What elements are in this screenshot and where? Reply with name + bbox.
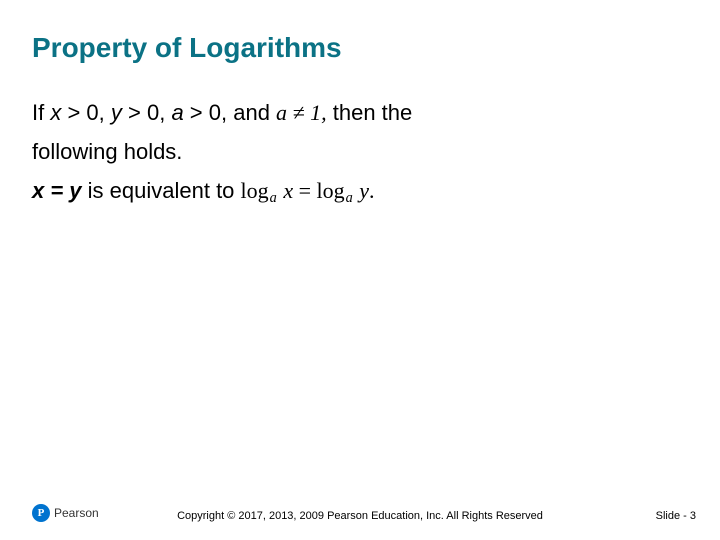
log-eq: = — [293, 178, 316, 203]
text-gt0-and: > 0, and — [184, 100, 276, 125]
text-following-holds: following holds. — [32, 139, 182, 164]
text-x-eq-y: x = y — [32, 178, 82, 203]
math-a-neq-1-text: a ≠ 1, — [276, 100, 327, 125]
log-sub-1: a — [269, 190, 278, 206]
body-line-1: If x > 0, y > 0, a > 0, and a ≠ 1, then … — [32, 95, 672, 130]
math-a-neq-1: a ≠ 1, — [276, 100, 327, 125]
text-then-the: then the — [327, 100, 413, 125]
slide-title: Property of Logarithms — [32, 32, 342, 64]
body-line-3: x = y is equivalent to loga x = loga y. — [32, 173, 672, 209]
log-word-1: log — [241, 178, 269, 203]
slide-footer: P Pearson Copyright © 2017, 2013, 2009 P… — [0, 492, 720, 540]
log-var-y: y — [354, 178, 369, 203]
text-is-equivalent: is equivalent to — [82, 178, 241, 203]
slide-number: Slide - 3 — [656, 510, 696, 522]
log-word-2: log — [317, 178, 345, 203]
math-log-equation: loga x = loga y. — [241, 178, 375, 203]
var-y: y — [111, 100, 122, 125]
text-if: If — [32, 100, 50, 125]
body-line-2: following holds. — [32, 134, 672, 169]
log-sub-2: a — [345, 190, 354, 206]
var-x: x — [50, 100, 61, 125]
slide-body: If x > 0, y > 0, a > 0, and a ≠ 1, then … — [32, 95, 672, 214]
text-gt0-1: > 0, — [61, 100, 111, 125]
slide-container: Property of Logarithms If x > 0, y > 0, … — [0, 0, 720, 540]
log-var-x: x — [278, 178, 293, 203]
log-period: . — [369, 178, 375, 203]
text-gt0-2: > 0, — [122, 100, 172, 125]
copyright-text: Copyright © 2017, 2013, 2009 Pearson Edu… — [0, 510, 720, 522]
var-a: a — [171, 100, 183, 125]
